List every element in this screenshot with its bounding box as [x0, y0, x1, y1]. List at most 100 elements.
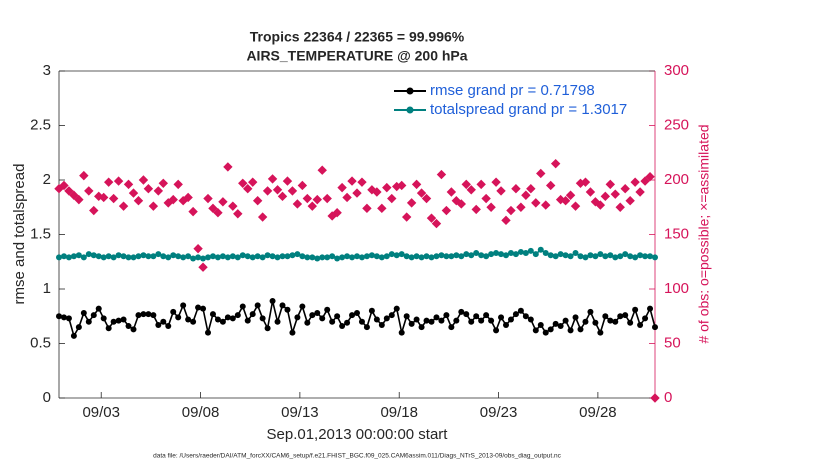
point [478, 317, 485, 324]
point [552, 320, 559, 327]
point [458, 308, 465, 315]
point [488, 251, 495, 258]
obs-marker [600, 191, 611, 202]
point [557, 251, 564, 258]
point [354, 309, 360, 316]
obs-marker [387, 193, 397, 204]
obs-marker [521, 190, 531, 200]
point [547, 252, 554, 259]
point [110, 254, 117, 261]
point [334, 255, 341, 262]
point [90, 312, 97, 319]
point [582, 254, 589, 261]
point [269, 297, 276, 304]
point [642, 315, 649, 322]
point [309, 312, 316, 319]
point [453, 317, 460, 324]
obs-marker [526, 184, 536, 194]
point [299, 253, 306, 260]
point [284, 306, 291, 313]
point [339, 323, 346, 330]
obs-marker [620, 184, 630, 194]
point [503, 252, 509, 259]
obs-marker [511, 184, 521, 194]
point [498, 251, 505, 258]
point [170, 308, 177, 315]
point [358, 318, 365, 325]
obs-marker [158, 178, 169, 188]
point [532, 251, 539, 258]
obs-marker [317, 165, 327, 175]
point [190, 255, 197, 262]
point [319, 315, 326, 322]
point [453, 252, 460, 259]
point [433, 253, 440, 260]
point [478, 252, 485, 259]
obs-marker [416, 188, 427, 198]
obs-marker [426, 213, 437, 223]
point [627, 253, 634, 260]
point [572, 250, 579, 257]
obs-marker [302, 193, 313, 204]
point [488, 317, 495, 324]
y-tick-label: 1.5 [30, 225, 51, 242]
point [517, 248, 524, 255]
obs-marker [635, 187, 645, 197]
obs-marker [541, 200, 551, 210]
point [175, 253, 182, 260]
point [617, 313, 624, 320]
point [522, 313, 529, 320]
point [438, 252, 445, 259]
obs-marker [84, 186, 94, 196]
point [607, 317, 614, 324]
point [612, 318, 619, 325]
obs-marker [153, 186, 164, 196]
point [339, 254, 346, 261]
point [632, 306, 639, 313]
obs-marker [188, 206, 198, 217]
point [577, 326, 584, 333]
y-tick-label: 2.5 [30, 116, 51, 133]
point [388, 312, 395, 319]
point [75, 252, 82, 259]
point [135, 312, 142, 319]
point [324, 254, 331, 261]
point [85, 318, 92, 325]
point [170, 252, 177, 259]
y2-tick-label: 150 [664, 225, 689, 242]
point [160, 318, 167, 325]
obs-marker [238, 178, 248, 188]
point [160, 253, 167, 260]
point [507, 250, 514, 257]
point [448, 324, 455, 331]
obs-marker [545, 180, 556, 191]
point [165, 254, 172, 261]
point [279, 253, 286, 260]
point [190, 318, 197, 325]
point [527, 316, 534, 323]
point [602, 253, 609, 260]
point [110, 318, 117, 325]
obs-marker [645, 172, 655, 182]
obs-marker [456, 199, 467, 209]
point [324, 306, 331, 313]
point [652, 324, 658, 331]
obs-marker [347, 176, 357, 186]
point [527, 247, 534, 254]
point [259, 254, 266, 261]
point [314, 309, 321, 316]
point [95, 253, 102, 260]
obs-marker [342, 192, 352, 203]
point [562, 252, 569, 259]
obs-marker [133, 196, 144, 206]
point [473, 313, 480, 320]
point [597, 329, 604, 336]
point [294, 314, 301, 321]
obs-marker [382, 182, 392, 193]
obs-marker [466, 185, 476, 195]
obs-marker [650, 393, 660, 403]
point [56, 313, 62, 320]
obs-marker [640, 176, 650, 186]
point [125, 254, 132, 261]
obs-marker [615, 202, 625, 212]
